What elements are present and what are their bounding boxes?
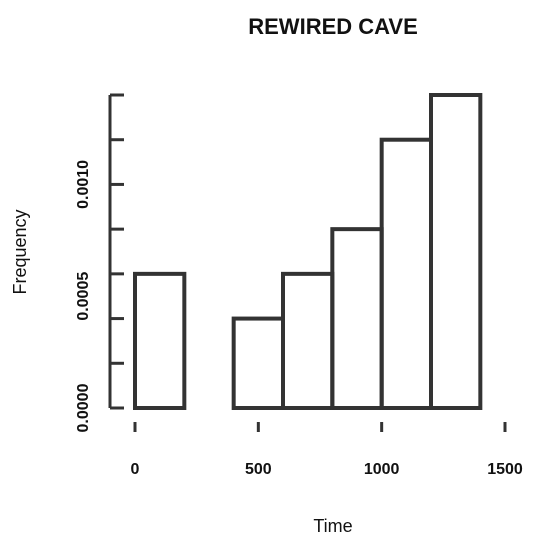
histogram-bar	[429, 93, 483, 410]
bars-group	[133, 93, 483, 411]
x-axis-label: Time	[313, 516, 352, 536]
x-tick-label: 500	[245, 461, 272, 478]
x-tick-label: 1000	[364, 461, 400, 478]
y-tick-label: 0.0010	[75, 160, 92, 209]
x-axis: 0 500 1000 1500	[131, 422, 523, 478]
histogram-bar	[281, 271, 335, 410]
chart-title: REWIRED CAVE	[248, 14, 418, 39]
histogram-bar	[133, 271, 187, 410]
x-tick-label: 0	[131, 461, 140, 478]
y-axis: 0.0000 0.0005 0.0010	[75, 93, 124, 432]
histogram-bar	[379, 137, 433, 410]
y-axis-label: Frequency	[10, 209, 30, 294]
y-tick-label: 0.0000	[75, 383, 92, 432]
x-tick-label: 1500	[487, 461, 523, 478]
histogram-bar	[231, 316, 286, 411]
histogram-bar	[330, 227, 384, 410]
y-tick-label: 0.0005	[75, 272, 92, 321]
